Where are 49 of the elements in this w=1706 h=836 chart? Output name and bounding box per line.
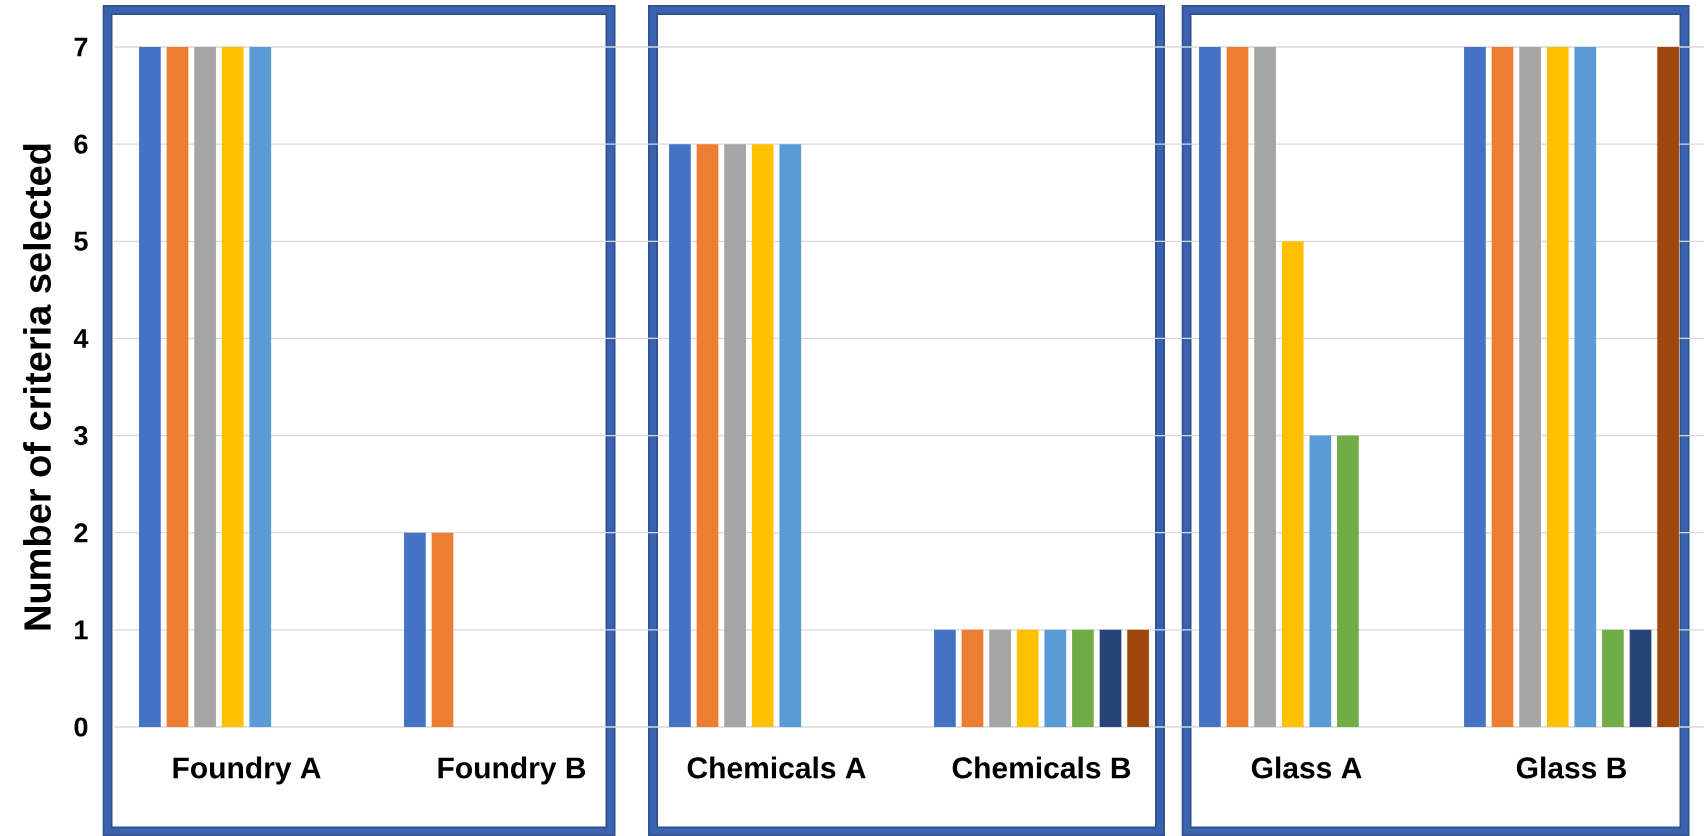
y-tick-label: 4 [73,329,89,348]
bar [404,532,426,727]
bar [1254,47,1276,727]
bar [989,629,1011,727]
bar [1491,47,1514,727]
bar [934,629,956,727]
y-tick-label: 0 [74,717,88,737]
bar [696,144,719,727]
bar [1519,47,1541,727]
y-tick-label: 7 [74,37,88,57]
x-tick-label: Glass A [1251,756,1362,779]
y-tick-label: 3 [74,425,88,446]
bar [194,47,216,727]
bar [1072,629,1094,727]
bar [1281,241,1304,727]
bar [1226,47,1249,727]
bar [751,144,774,727]
bar [431,532,454,727]
y-axis-title: Number of criteria selected [23,144,51,630]
x-tick-label: Foundry B [438,756,586,785]
bar [1629,629,1652,727]
bar [1574,47,1597,727]
bar [139,47,161,727]
bar [669,144,691,727]
y-tick-label: 2 [74,523,88,543]
bar [221,47,244,727]
bar [1602,629,1624,727]
bar [1199,47,1221,727]
bar [1337,435,1359,727]
bar [1546,47,1569,727]
y-tick-label: 1 [75,620,88,640]
bar [249,47,272,727]
bar [166,47,189,727]
bar [1309,435,1332,727]
bar [1099,629,1122,727]
bar [779,144,802,727]
bar [724,144,746,727]
x-tick-label: Glass B [1516,756,1626,779]
bar [1044,629,1067,727]
bar [1464,47,1486,727]
y-tick-label: 5 [74,231,88,251]
x-tick-label: Chemicals B [952,756,1131,779]
bar [1127,629,1149,727]
bar [1016,629,1039,727]
x-tick-label: Chemicals A [687,756,866,779]
y-tick-label: 6 [74,134,88,154]
x-tick-label: Foundry A [173,756,321,785]
bar [961,629,984,727]
bar [1657,47,1679,727]
